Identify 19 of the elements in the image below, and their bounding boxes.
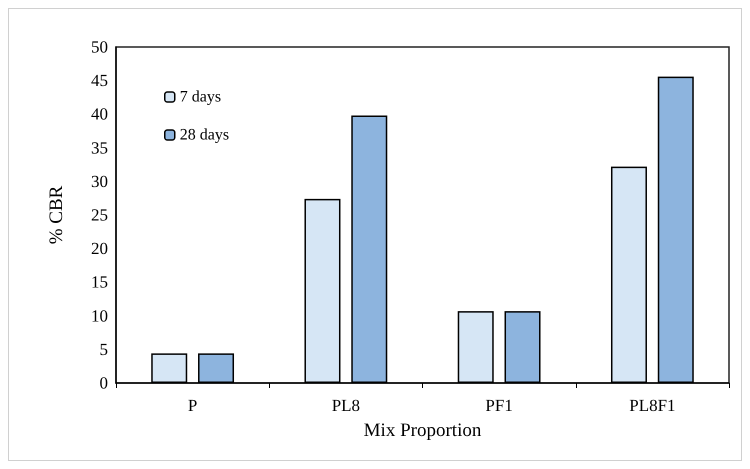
y-tick-label: 15	[91, 272, 108, 292]
y-tick-label: 50	[91, 38, 108, 56]
x-tick-label: PL8	[332, 396, 360, 415]
x-axis-title: Mix Proportion	[364, 420, 482, 441]
y-tick-label: 30	[91, 172, 108, 191]
y-tick-label: 0	[100, 374, 108, 392]
y-tick-label: 40	[91, 104, 108, 124]
y-axis-title: % CBR	[46, 185, 67, 244]
y-tick-label: 35	[91, 138, 108, 158]
y-tick-label: 45	[91, 71, 108, 90]
y-tick-label: 5	[100, 340, 108, 359]
x-tick-label: PL8F1	[629, 396, 676, 415]
y-tick-label: 25	[91, 206, 108, 224]
legend-label: 28 days	[180, 126, 230, 144]
x-tick-label: PF1	[485, 396, 513, 415]
legend-label: 7 days	[180, 88, 222, 106]
y-tick-label: 20	[91, 239, 108, 258]
y-tick-label: 10	[91, 306, 108, 326]
x-tick-label: P	[188, 396, 198, 415]
